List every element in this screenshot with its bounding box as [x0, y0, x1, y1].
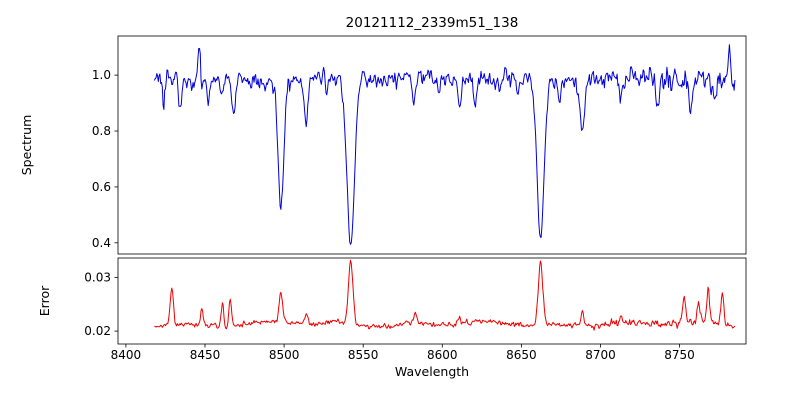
x-tick-label: 8700 — [585, 348, 616, 362]
error-y-axis-label: Error — [37, 285, 52, 316]
x-tick-label: 8600 — [427, 348, 458, 362]
spectrum-line — [153, 44, 736, 245]
error-axes-box — [117, 257, 747, 345]
x-tick-label: 8450 — [190, 348, 221, 362]
error-panel: 0.02 0.03 8400 8450 8500 8550 8600 8650 8700 8750 — [84, 257, 747, 362]
spectrum-y-tick-label: 0.4 — [92, 236, 111, 250]
x-tick-label: 8750 — [664, 348, 695, 362]
spectrum-axes-box — [117, 35, 747, 255]
spectrum-y-tick-label: 1.0 — [92, 68, 111, 82]
error-y-tick-label: 0.03 — [84, 270, 111, 284]
spectrum-y-tick-label: 0.8 — [92, 124, 111, 138]
x-tick-label: 8400 — [111, 348, 142, 362]
chart-title: 20121112_2339m51_138 — [346, 15, 519, 31]
x-axis-label: Wavelength — [395, 364, 469, 379]
spectrum-panel: 0.4 0.6 0.8 1.0 — [92, 35, 747, 255]
x-tick-label: 8500 — [269, 348, 300, 362]
error-line — [154, 259, 736, 331]
x-tick-label: 8650 — [506, 348, 537, 362]
x-tick-label: 8550 — [348, 348, 379, 362]
spectrum-y-axis-label: Spectrum — [19, 115, 34, 176]
spectrum-y-tick-label: 0.6 — [92, 180, 111, 194]
error-y-tick-label: 0.02 — [84, 324, 111, 338]
